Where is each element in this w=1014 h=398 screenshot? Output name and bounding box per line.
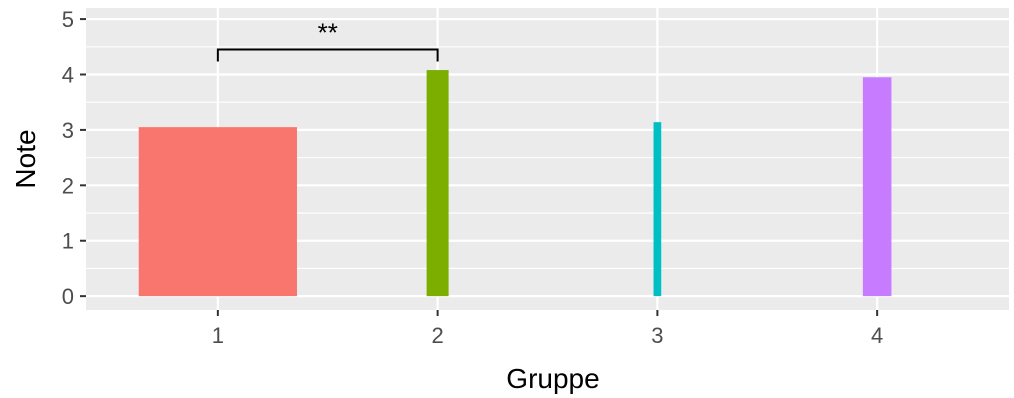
x-axis: 1 2 3 4 [212,310,883,348]
x-tick-label: 2 [431,323,443,348]
x-axis-title: Gruppe [506,363,599,394]
x-tick-label: 4 [871,323,883,348]
bar-group-4 [862,77,892,297]
bar-group-1 [138,127,297,297]
x-tick-label: 1 [212,323,224,348]
y-tick-label: 0 [62,284,74,309]
y-axis-title: Note [10,129,41,188]
bar-group-3 [653,122,662,297]
y-tick-label: 3 [62,118,74,143]
significance-annotation: ** [216,18,439,62]
y-axis: 0 1 2 3 4 5 [62,7,86,309]
y-tick-label: 1 [62,229,74,254]
y-tick-label: 4 [62,62,74,87]
significance-bracket [216,48,439,62]
bar-group-2 [426,70,449,297]
y-tick-label: 5 [62,7,74,32]
y-tick-label: 2 [62,173,74,198]
x-tick-label: 3 [651,323,663,348]
bars [138,70,892,297]
significance-label: ** [318,18,338,48]
